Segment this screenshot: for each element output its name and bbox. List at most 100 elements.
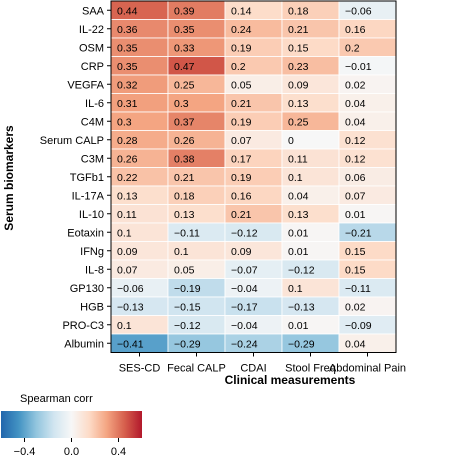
row-label: HGB [80, 301, 104, 313]
cell-value-label: 0.04 [345, 338, 366, 350]
cell-value-label: 0.16 [345, 24, 366, 36]
cell-value-label: 0.12 [345, 153, 366, 165]
cell-value-label: 0.2 [231, 61, 246, 73]
cell-value-label: 0.26 [174, 135, 195, 147]
cell-value-label: 0.16 [231, 190, 252, 202]
cell-value-label: 0.1 [117, 227, 132, 239]
cell-value-label: −0.04 [231, 320, 258, 332]
row-label: TGFb1 [70, 172, 104, 184]
cell-value-label: 0.04 [345, 116, 366, 128]
cell-value-label: 0.1 [288, 172, 303, 184]
cell-value-label: 0.44 [117, 5, 138, 17]
cell-value-label: 0.23 [288, 61, 309, 73]
cell-value-label: 0.21 [174, 172, 195, 184]
cell-value-label: 0.36 [117, 24, 138, 36]
colorbar-tick-label: 0.4 [111, 446, 126, 457]
cell-value-label: −0.09 [345, 320, 372, 332]
column-label: SES-CD [119, 363, 161, 375]
row-label: IL-17A [72, 190, 105, 202]
cell-value-label: −0.11 [345, 283, 371, 295]
cell-value-label: −0.12 [174, 320, 201, 332]
row-label: SAA [82, 5, 105, 17]
cell-value-label: 0.15 [288, 42, 309, 54]
cell-value-label: 0.35 [117, 42, 138, 54]
cell-value-label: 0.28 [117, 135, 138, 147]
cell-value-label: 0.01 [345, 209, 366, 221]
cell-value-label: 0.3 [117, 116, 132, 128]
cell-value-label: 0.13 [117, 190, 138, 202]
cell-value-label: 0.09 [117, 246, 138, 258]
colorbar-title: Spearman corr [20, 393, 93, 405]
row-label: GP130 [70, 283, 104, 295]
cell-value-label: −0.19 [174, 283, 201, 295]
colorbar-ticks: −0.4 0.0 0.4 [14, 438, 126, 457]
cell-value-label: −0.07 [231, 264, 258, 276]
row-label: IL-10 [79, 209, 104, 221]
cell-value-label: −0.41 [117, 338, 144, 350]
cell-value-label: 0.19 [231, 116, 252, 128]
cell-value-label: 0.1 [174, 246, 189, 258]
cell-value-label: 0.05 [174, 264, 195, 276]
cell-value-label: 0.02 [345, 79, 366, 91]
row-label: IFNg [80, 246, 104, 258]
cell-value-label: −0.11 [174, 227, 200, 239]
cell-value-label: −0.12 [288, 264, 315, 276]
column-label: Abdominal Pain [329, 363, 406, 375]
colorbar-gradient [1, 411, 142, 438]
cell-value-label: −0.12 [231, 227, 258, 239]
heatmap-cells: 0.44 0.39 0.14 0.18 −0.06 0.36 0.35 0.24 0.21 0.1… [110, 0, 397, 353]
colorbar-legend: Spearman corr −0.4 0.0 0.4 [1, 393, 142, 457]
cell-value-label: 0.07 [345, 190, 366, 202]
cell-value-label: 0.17 [231, 153, 252, 165]
row-labels: SAA IL-22 OSM CRP VEGFA IL-6 C4M Serum CALP C3M T… [40, 5, 111, 350]
row-label: OSM [79, 42, 104, 54]
cell-value-label: 0.39 [174, 5, 195, 17]
cell-value-label: 0.19 [231, 172, 252, 184]
cell-value-label: 0 [288, 135, 294, 147]
cell-value-label: 0.13 [288, 209, 309, 221]
cell-value-label: 0.31 [117, 98, 138, 110]
cell-value-label: −0.13 [117, 301, 144, 313]
cell-value-label: 0.25 [288, 116, 309, 128]
cell-value-label: 0.11 [288, 153, 308, 165]
row-label: Albumin [64, 338, 104, 350]
cell-value-label: 0.12 [345, 135, 366, 147]
cell-value-label: 0.15 [345, 246, 366, 258]
cell-value-label: 0.18 [174, 190, 195, 202]
cell-value-label: 0.13 [174, 209, 195, 221]
cell-value-label: 0.01 [288, 246, 309, 258]
row-label: VEGFA [67, 79, 104, 91]
cell-value-label: 0.35 [117, 61, 138, 73]
cell-value-label: −0.04 [231, 283, 258, 295]
row-label: Serum CALP [40, 135, 104, 147]
cell-value-label: −0.15 [174, 301, 201, 313]
cell-value-label: −0.17 [231, 301, 258, 313]
row-label: IL-22 [79, 24, 104, 36]
row-label: IL-6 [85, 98, 104, 110]
cell-value-label: −0.24 [231, 338, 258, 350]
row-label: Eotaxin [67, 227, 104, 239]
column-label: Fecal CALP [167, 363, 226, 375]
cell-value-label: 0.3 [174, 98, 189, 110]
row-label: C4M [81, 116, 104, 128]
row-label: C3M [81, 153, 104, 165]
cell-value-label: 0.47 [174, 61, 195, 73]
cell-value-label: 0.35 [174, 24, 195, 36]
cell-value-label: 0.06 [345, 172, 366, 184]
cell-value-label: 0.21 [288, 24, 309, 36]
y-axis-label: Serum biomarkers [2, 125, 16, 231]
cell-value-label: 0.04 [288, 190, 309, 202]
column-label: Stool Freq [285, 363, 336, 375]
cell-value-label: −0.01 [345, 61, 372, 73]
colorbar-tick-label: −0.4 [14, 446, 36, 457]
cell-value-label: 0.11 [117, 209, 137, 221]
cell-value-label: 0.1 [288, 283, 303, 295]
cell-value-label: 0.02 [345, 301, 366, 313]
cell-value-label: 0.15 [345, 264, 366, 276]
cell-value-label: 0.07 [117, 264, 138, 276]
column-label: CDAI [240, 363, 266, 375]
cell-value-label: 0.09 [288, 79, 309, 91]
cell-value-label: 0.32 [117, 79, 138, 91]
cell-value-label: 0.14 [231, 5, 252, 17]
